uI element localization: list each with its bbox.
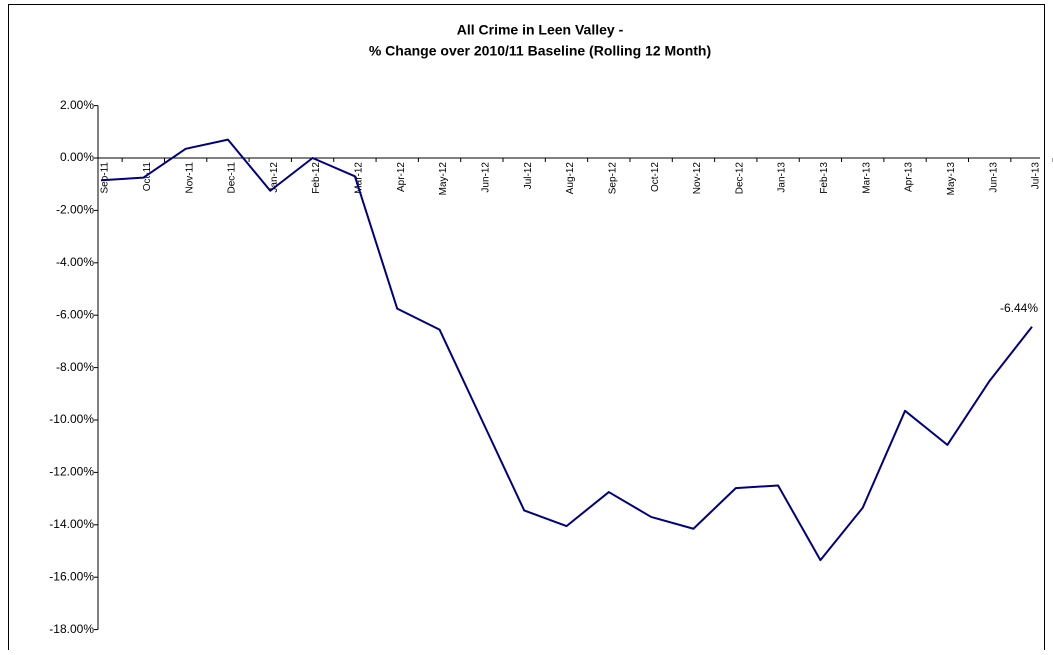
x-tick-label: Dec-11 <box>227 162 238 194</box>
x-tick-label: Mar-13 <box>861 162 872 194</box>
x-tick-label: Aug-12 <box>565 162 576 195</box>
y-tick-label: 0.00% <box>60 150 94 164</box>
x-tick-label: Oct-11 <box>142 162 153 192</box>
x-tick-label: May-13 <box>946 162 957 196</box>
x-tick-label: Jan-13 <box>777 162 788 193</box>
x-tick-label: Dec-12 <box>734 162 745 195</box>
x-tick-label: Sep-11 <box>100 162 111 194</box>
y-tick-label: -18.00% <box>49 622 94 636</box>
x-tick-label: Feb-12 <box>311 162 322 194</box>
chart-frame <box>8 4 1045 655</box>
y-tick-label: -4.00% <box>56 255 94 269</box>
x-tick-label: Jun-13 <box>988 162 999 193</box>
x-tick-label: Apr-12 <box>396 162 407 192</box>
y-tick-label: 2.00% <box>60 98 94 112</box>
y-tick-label: -8.00% <box>56 360 94 374</box>
x-tick-label: Jul-12 <box>523 162 534 190</box>
x-tick-label: Apr-13 <box>904 162 915 192</box>
chart-title: % Change over 2010/11 Baseline (Rolling … <box>369 43 711 59</box>
y-tick-label: -2.00% <box>56 203 94 217</box>
x-tick-label: Oct-12 <box>650 162 661 192</box>
x-tick-label: Nov-12 <box>692 162 703 195</box>
data-line <box>100 138 1033 562</box>
data-label: -6.44% <box>1000 301 1038 315</box>
x-tick-label: Nov-11 <box>184 162 195 194</box>
y-tick-label: -12.00% <box>49 465 94 479</box>
y-tick-label: -10.00% <box>49 412 94 426</box>
x-tick-label: May-12 <box>438 162 449 196</box>
y-tick-label: -6.00% <box>56 307 94 321</box>
x-tick-label: Jan-12 <box>269 162 280 193</box>
x-tick-label: Jul-13 <box>1031 162 1042 190</box>
x-tick-label: Jun-12 <box>481 162 492 193</box>
x-tick-label: Sep-12 <box>607 162 618 195</box>
x-tick-label: Mar-12 <box>354 162 365 194</box>
y-tick-label: -14.00% <box>49 517 94 531</box>
y-tick-label: -16.00% <box>49 569 94 583</box>
chart-title: All Crime in Leen Valley - <box>457 22 624 38</box>
x-tick-label: Feb-13 <box>819 162 830 194</box>
